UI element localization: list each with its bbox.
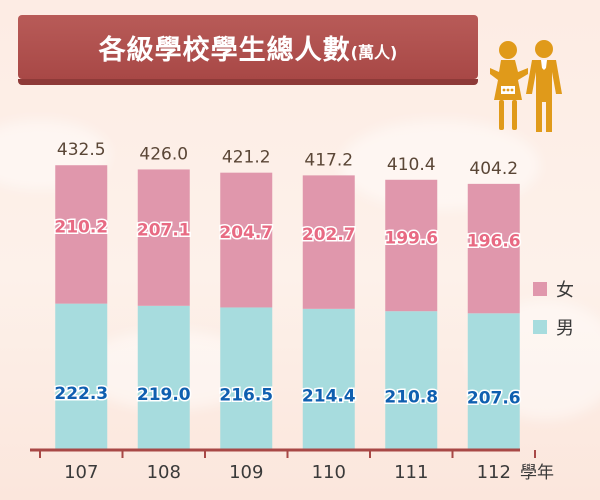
bar-segment-female	[385, 179, 438, 312]
bar-segment-female	[467, 183, 520, 314]
total-label: 432.5	[57, 140, 106, 160]
total-label: 421.2	[222, 148, 271, 168]
bar-segment-female	[220, 172, 273, 308]
bar-segment-female	[137, 169, 190, 306]
data-label-female: 196.6	[467, 232, 521, 252]
total-label: 426.0	[139, 144, 188, 164]
data-label-male: 216.5	[219, 386, 273, 406]
data-label-female: 202.7	[302, 225, 356, 245]
x-tick-label: 110	[312, 462, 346, 483]
legend-label: 男	[556, 318, 574, 339]
chart-title: 各級學校學生總人數 (萬人)	[18, 15, 478, 79]
bar-segment-male	[55, 303, 108, 450]
x-tick-label: 109	[229, 462, 263, 483]
data-label-female: 199.6	[384, 228, 438, 248]
data-label-male: 214.4	[302, 386, 356, 406]
man-woman-icon	[490, 40, 562, 132]
bar-segment-female	[302, 175, 355, 309]
total-label: 410.4	[387, 155, 436, 175]
data-label-female: 204.7	[219, 223, 273, 243]
bar-segment-male	[220, 307, 273, 450]
data-label-male: 210.8	[384, 388, 438, 408]
data-label-male: 219.0	[137, 385, 191, 405]
title-banner	[18, 15, 478, 85]
total-label: 404.2	[469, 159, 518, 179]
data-label-female: 210.2	[54, 217, 108, 237]
bar-segment-female	[55, 165, 108, 304]
title-unit: (萬人)	[350, 43, 398, 62]
data-label-female: 207.1	[137, 221, 191, 241]
x-axis-unit-label: 學年	[520, 463, 554, 483]
x-tick-label: 107	[64, 462, 98, 483]
bar-segment-male	[137, 305, 190, 450]
data-label-male: 207.6	[467, 389, 521, 409]
total-label: 417.2	[304, 150, 353, 170]
legend-swatch	[533, 282, 547, 296]
legend-swatch	[533, 320, 547, 334]
x-tick-label: 108	[147, 462, 181, 483]
bar-segment-male	[385, 311, 438, 450]
bar-segment-male	[302, 308, 355, 450]
data-label-male: 222.3	[54, 384, 108, 404]
legend-label: 女	[556, 280, 574, 301]
bar-segment-male	[467, 313, 520, 450]
x-tick-label: 111	[394, 462, 428, 483]
title-text: 各級學校學生總人數	[98, 34, 351, 66]
x-tick-label: 112	[477, 462, 511, 483]
